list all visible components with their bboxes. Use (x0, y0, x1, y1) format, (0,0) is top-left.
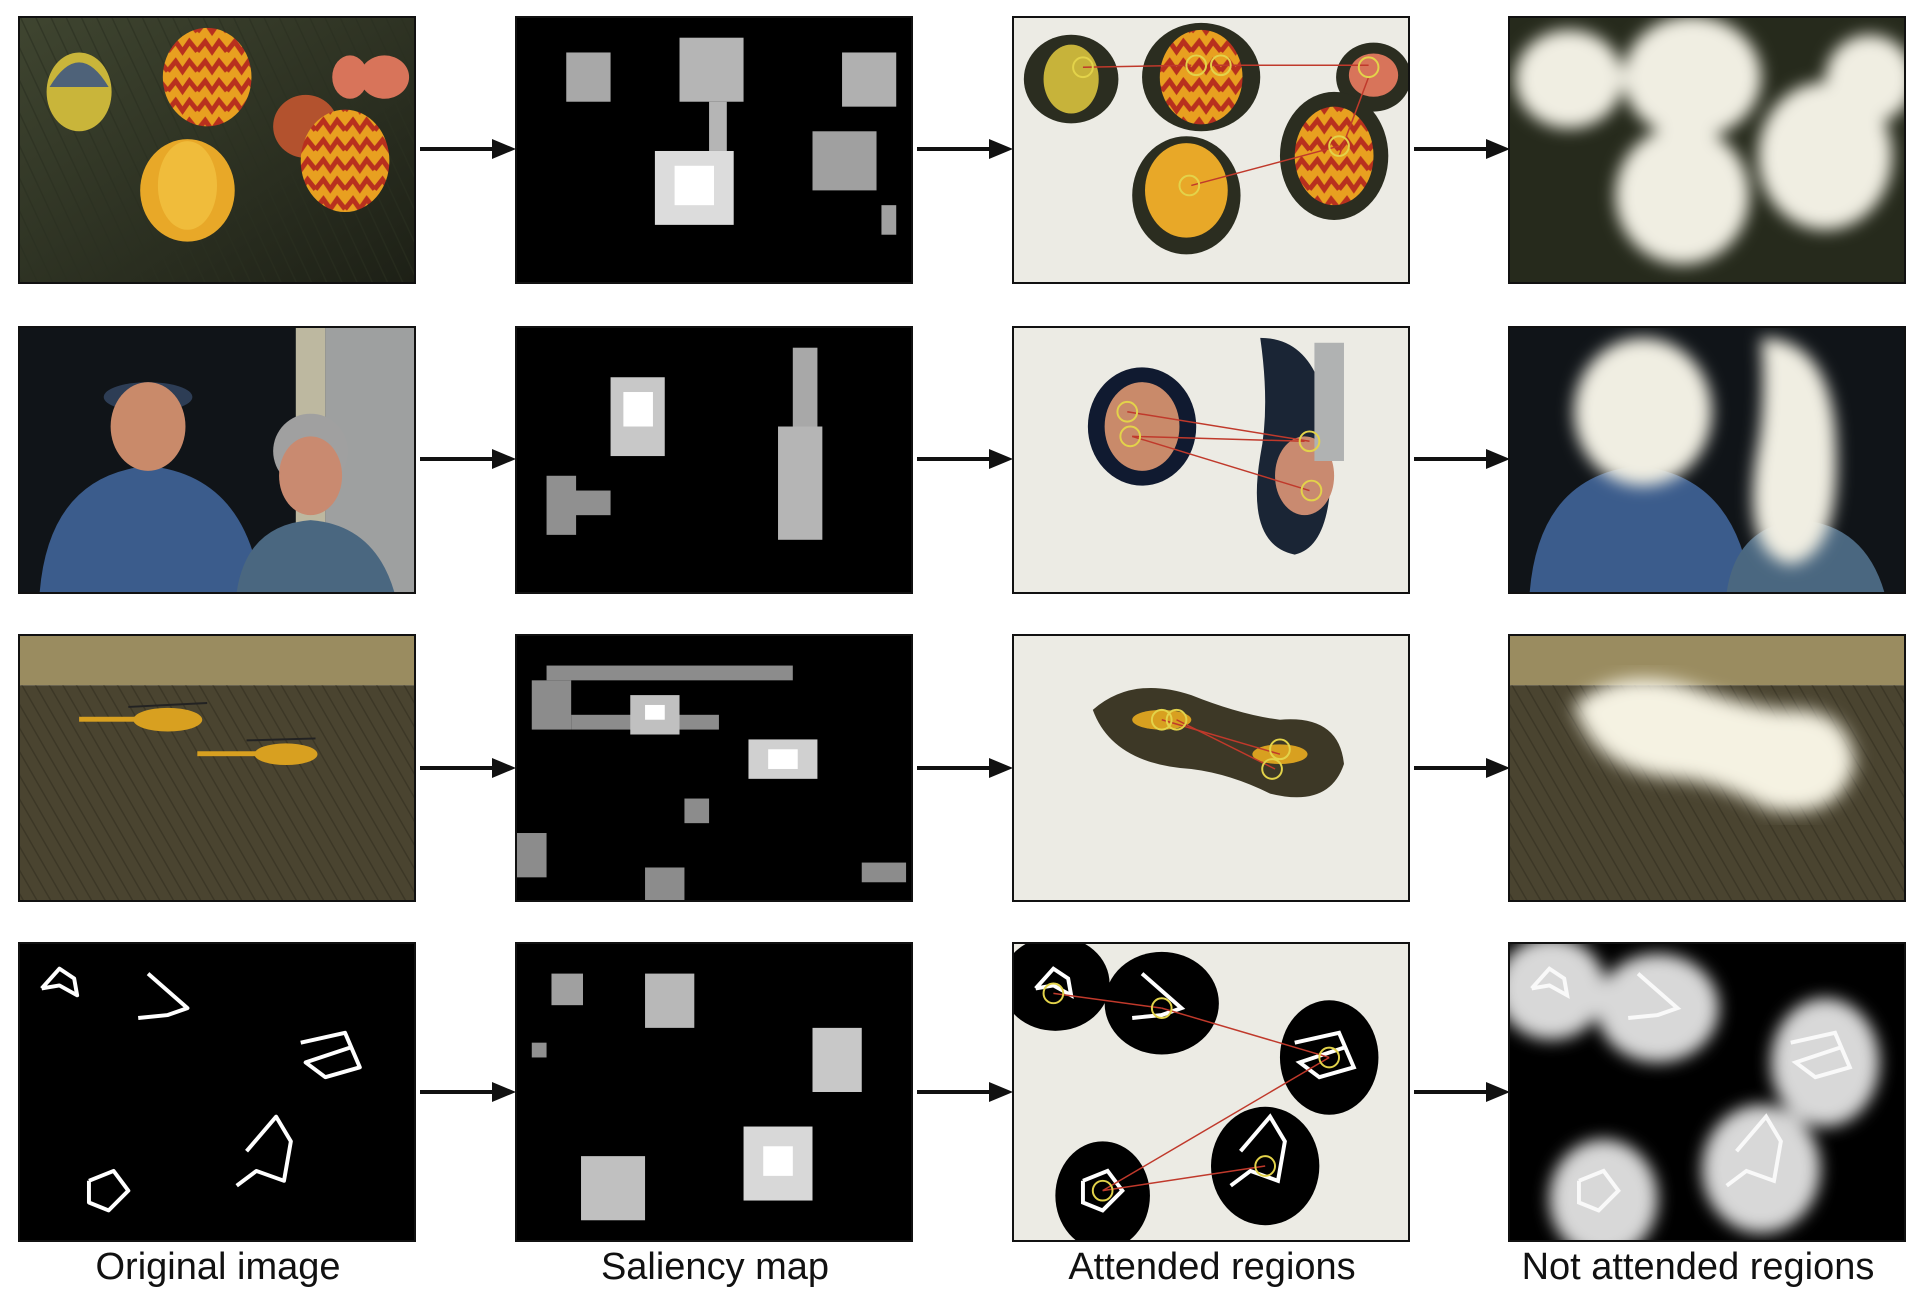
row4-arrow-2 (917, 1082, 1013, 1102)
row1-arrow-2 (917, 139, 1013, 159)
row1-saliency-map (515, 16, 913, 284)
row3-not-attended-regions (1508, 634, 1906, 902)
row4-arrow-1 (420, 1082, 516, 1102)
row4-arrow-3 (1414, 1082, 1510, 1102)
row2-arrow-1 (420, 449, 516, 469)
row1-not-attended-regions (1508, 16, 1906, 284)
caption-not-attended-regions: Not attended regions (1521, 1246, 1875, 1288)
row2-not-attended-regions (1508, 326, 1906, 594)
row1-arrow-3 (1414, 139, 1510, 159)
row3-arrow-1 (420, 758, 516, 778)
row3-arrow-2 (917, 758, 1013, 778)
caption-original-image: Original image (95, 1246, 341, 1288)
row3-attended-regions (1012, 634, 1410, 902)
row1-attended-regions (1012, 16, 1410, 284)
row4-original-image (18, 942, 416, 1242)
row2-arrow-3 (1414, 449, 1510, 469)
row3-original-image (18, 634, 416, 902)
row4-attended-regions (1012, 942, 1410, 1242)
row4-not-attended-regions (1508, 942, 1906, 1242)
caption-attended-regions: Attended regions (1068, 1246, 1356, 1288)
row2-saliency-map (515, 326, 913, 594)
caption-saliency-map: Saliency map (600, 1246, 830, 1288)
row2-arrow-2 (917, 449, 1013, 469)
row1-arrow-1 (420, 139, 516, 159)
row1-original-image (18, 16, 416, 284)
row3-arrow-3 (1414, 758, 1510, 778)
row2-attended-regions (1012, 326, 1410, 594)
row3-saliency-map (515, 634, 913, 902)
row2-original-image (18, 326, 416, 594)
row4-saliency-map (515, 942, 913, 1242)
